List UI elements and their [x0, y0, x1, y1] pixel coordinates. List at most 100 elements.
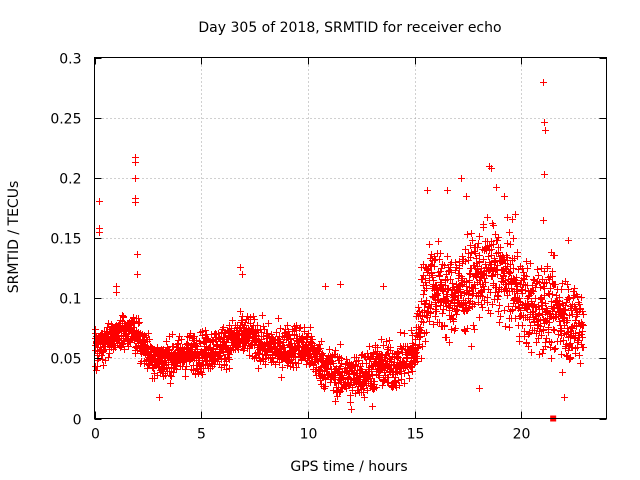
- data-point: [473, 255, 480, 262]
- data-point: [527, 322, 534, 329]
- data-point: [210, 346, 217, 353]
- data-point: [504, 240, 511, 247]
- data-point: [320, 352, 327, 359]
- data-point: [346, 368, 353, 375]
- data-point: [120, 314, 127, 321]
- data-point: [132, 199, 139, 206]
- data-point: [557, 338, 564, 345]
- data-point: [134, 251, 141, 258]
- data-point: [272, 361, 279, 368]
- data-point: [254, 322, 261, 329]
- data-point: [308, 333, 315, 340]
- data-point: [449, 280, 456, 287]
- data-point: [536, 310, 543, 317]
- data-point: [462, 246, 469, 253]
- data-point: [574, 293, 581, 300]
- data-point: [315, 358, 322, 365]
- data-point: [438, 279, 445, 286]
- data-point: [173, 366, 180, 373]
- data-point: [545, 324, 552, 331]
- data-point: [488, 252, 495, 259]
- data-point: [537, 295, 544, 302]
- data-point: [561, 394, 568, 401]
- data-point: [507, 278, 514, 285]
- data-point: [448, 269, 455, 276]
- data-point: [317, 345, 324, 352]
- data-point: [347, 392, 354, 399]
- data-point: [165, 346, 172, 353]
- data-point: [564, 281, 571, 288]
- data-point: [291, 331, 298, 338]
- data-point: [564, 317, 571, 324]
- data-point: [563, 352, 570, 359]
- data-point: [504, 214, 511, 221]
- data-point: [579, 308, 586, 315]
- data-point: [284, 322, 291, 329]
- data-point: [204, 362, 211, 369]
- data-point: [453, 306, 460, 313]
- data-point: [565, 347, 572, 354]
- data-point: [192, 342, 199, 349]
- data-point: [169, 331, 176, 338]
- data-point: [423, 297, 430, 304]
- data-point: [113, 283, 120, 290]
- data-point: [548, 339, 555, 346]
- data-point: [436, 319, 443, 326]
- data-point: [560, 337, 567, 344]
- data-point: [575, 337, 582, 344]
- data-point: [175, 337, 182, 344]
- data-point: [278, 374, 285, 381]
- data-point: [105, 320, 112, 327]
- data-point: [202, 327, 209, 334]
- data-point: [452, 267, 459, 274]
- data-point: [566, 312, 573, 319]
- data-point: [579, 328, 586, 335]
- data-point: [551, 346, 558, 353]
- data-point: [284, 362, 291, 369]
- data-point: [170, 343, 177, 350]
- data-point: [444, 285, 451, 292]
- data-point: [433, 303, 440, 310]
- data-point: [457, 288, 464, 295]
- data-point: [441, 322, 448, 329]
- data-point: [242, 319, 249, 326]
- data-point: [566, 295, 573, 302]
- data-point: [401, 370, 408, 377]
- data-point: [479, 293, 486, 300]
- data-point: [534, 318, 541, 325]
- data-point: [213, 342, 220, 349]
- data-point: [229, 317, 236, 324]
- data-point: [409, 332, 416, 339]
- data-point: [462, 299, 469, 306]
- data-point: [492, 231, 499, 238]
- data-point: [510, 235, 517, 242]
- data-point: [409, 368, 416, 375]
- data-point: [204, 335, 211, 342]
- data-point: [552, 281, 559, 288]
- data-point: [127, 339, 134, 346]
- data-point: [543, 279, 550, 286]
- data-point: [106, 350, 113, 357]
- data-point: [113, 289, 120, 296]
- y-tick-label: 0.25: [50, 112, 81, 128]
- data-point: [268, 331, 275, 338]
- data-point: [475, 240, 482, 247]
- data-point: [441, 262, 448, 269]
- data-point: [541, 292, 548, 299]
- data-point: [516, 338, 523, 345]
- data-point: [547, 344, 554, 351]
- data-point: [96, 229, 103, 236]
- data-point: [466, 304, 473, 311]
- data-point: [330, 360, 337, 367]
- data-point: [548, 355, 555, 362]
- data-point: [438, 265, 445, 272]
- data-point: [486, 242, 493, 249]
- data-point: [538, 265, 545, 272]
- data-point: [115, 336, 122, 343]
- data-point: [563, 299, 570, 306]
- data-point: [505, 303, 512, 310]
- data-point: [173, 344, 180, 351]
- data-point: [419, 276, 426, 283]
- data-point: [415, 344, 422, 351]
- data-point: [422, 279, 429, 286]
